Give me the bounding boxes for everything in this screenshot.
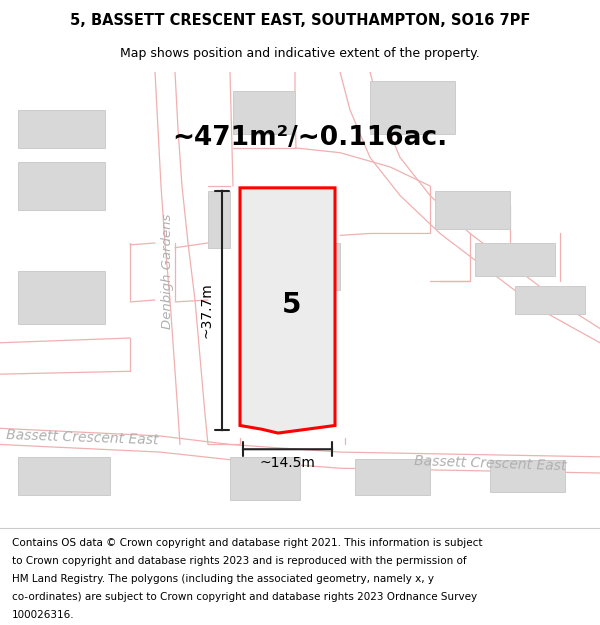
Polygon shape bbox=[475, 243, 555, 276]
Text: 100026316.: 100026316. bbox=[12, 609, 74, 619]
Text: co-ordinates) are subject to Crown copyright and database rights 2023 Ordnance S: co-ordinates) are subject to Crown copyr… bbox=[12, 592, 477, 602]
Text: Denbigh Gardens: Denbigh Gardens bbox=[161, 214, 175, 329]
Polygon shape bbox=[370, 81, 455, 134]
Polygon shape bbox=[230, 457, 300, 499]
Text: Map shows position and indicative extent of the property.: Map shows position and indicative extent… bbox=[120, 48, 480, 61]
Polygon shape bbox=[240, 188, 335, 433]
Polygon shape bbox=[18, 162, 105, 210]
Polygon shape bbox=[18, 457, 110, 495]
Text: ~37.7m: ~37.7m bbox=[199, 282, 213, 338]
Text: Bassett Crescent East: Bassett Crescent East bbox=[413, 454, 566, 473]
Polygon shape bbox=[490, 460, 565, 492]
Polygon shape bbox=[18, 110, 105, 148]
Polygon shape bbox=[260, 243, 340, 291]
Text: to Crown copyright and database rights 2023 and is reproduced with the permissio: to Crown copyright and database rights 2… bbox=[12, 556, 467, 566]
Polygon shape bbox=[233, 91, 295, 134]
Polygon shape bbox=[435, 191, 510, 229]
Text: ~14.5m: ~14.5m bbox=[260, 456, 316, 469]
Text: ~471m²/~0.116ac.: ~471m²/~0.116ac. bbox=[172, 126, 448, 151]
Text: Bassett Crescent East: Bassett Crescent East bbox=[5, 428, 158, 448]
Text: HM Land Registry. The polygons (including the associated geometry, namely x, y: HM Land Registry. The polygons (includin… bbox=[12, 574, 434, 584]
Polygon shape bbox=[208, 191, 230, 248]
Text: Contains OS data © Crown copyright and database right 2021. This information is : Contains OS data © Crown copyright and d… bbox=[12, 538, 482, 548]
Polygon shape bbox=[355, 459, 430, 495]
Polygon shape bbox=[18, 271, 105, 324]
Text: 5: 5 bbox=[282, 291, 302, 319]
Polygon shape bbox=[515, 286, 585, 314]
Text: 5, BASSETT CRESCENT EAST, SOUTHAMPTON, SO16 7PF: 5, BASSETT CRESCENT EAST, SOUTHAMPTON, S… bbox=[70, 12, 530, 28]
